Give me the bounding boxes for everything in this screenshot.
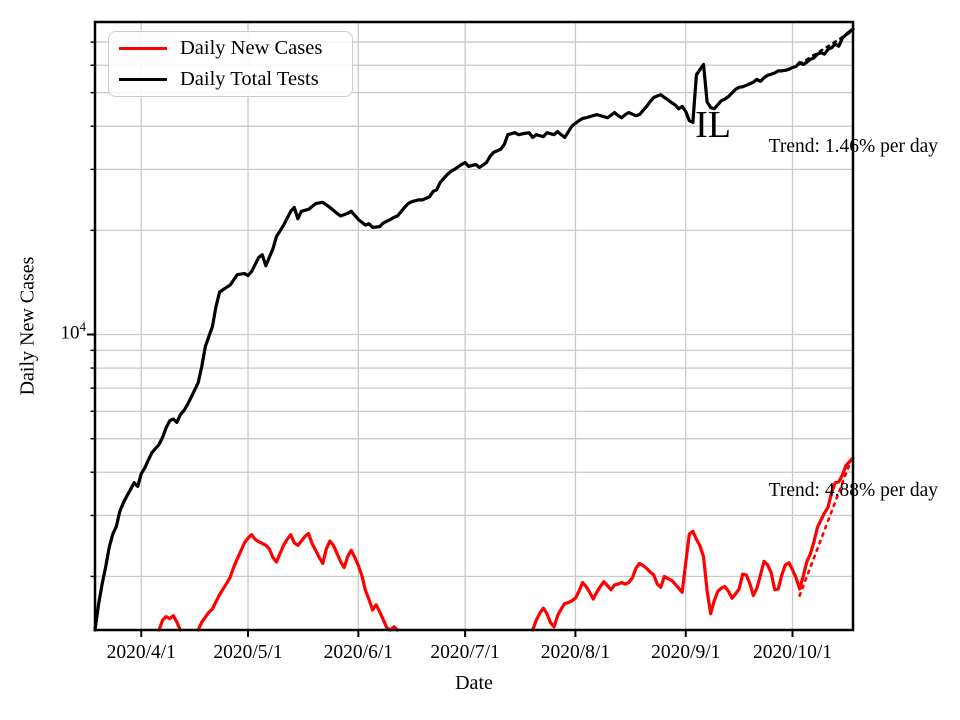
legend-label-cases: Daily New Cases	[180, 36, 323, 59]
x-tick-label: 2020/6/1	[323, 642, 393, 663]
series-line-daily-new-cases	[157, 614, 183, 632]
x-axis-label: Date	[455, 672, 493, 694]
cases-line-swatch	[119, 46, 167, 51]
state-annotation: IL	[695, 104, 731, 146]
tests-line-swatch	[119, 77, 167, 82]
x-tick-label: 2020/8/1	[540, 642, 611, 663]
y-tick-exponent: 4	[79, 319, 87, 335]
plot-frame	[93, 20, 855, 632]
cases-trend-annotation: Trend: 4.88% per day	[768, 480, 938, 501]
tests-trend-annotation: Trend: 1.46% per day	[768, 136, 938, 157]
x-tick-label: 2020/7/1	[430, 642, 500, 663]
x-tick-label: 2020/4/1	[106, 642, 176, 663]
legend: Daily New Cases Daily Total Tests	[108, 31, 353, 97]
series-line-daily-new-cases	[196, 531, 400, 632]
legend-item-cases: Daily New Cases	[109, 33, 352, 63]
cases-trend-fit	[798, 453, 855, 597]
x-tick-label: 2020/9/1	[651, 642, 721, 663]
y-tick-label: 104	[61, 319, 87, 344]
tests-trend-fit	[798, 29, 855, 66]
legend-item-tests: Daily Total Tests	[109, 65, 352, 95]
y-axis-label: Daily New Cases	[16, 256, 39, 396]
x-tick-label: 2020/5/1	[213, 642, 283, 663]
series-line-daily-new-cases	[531, 456, 855, 632]
legend-label-tests: Daily Total Tests	[180, 68, 319, 91]
series-line-daily-total-tests	[93, 27, 855, 632]
y-tick-base: 10	[60, 322, 80, 344]
x-tick-label: 2020/10/1	[752, 642, 833, 663]
